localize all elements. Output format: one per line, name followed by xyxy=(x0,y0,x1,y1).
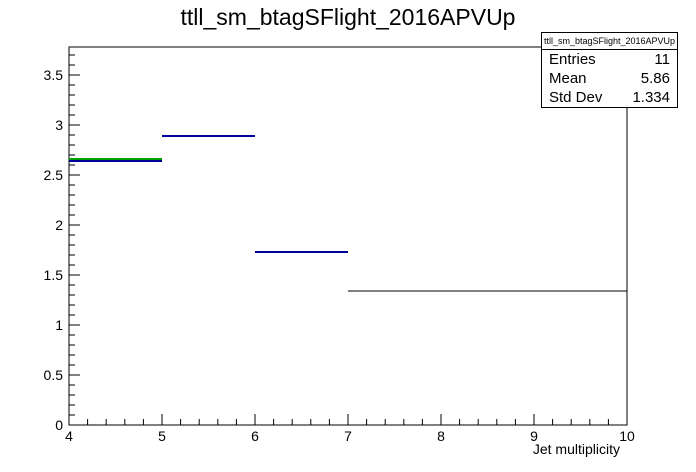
x-tick-label: 10 xyxy=(619,428,635,444)
x-tick-label: 6 xyxy=(251,428,259,444)
stats-label: Mean xyxy=(549,70,587,87)
stats-row-mean: Mean 5.86 xyxy=(542,69,677,88)
stats-box: ttll_sm_btagSFlight_2016APVUp Entries 11… xyxy=(541,32,678,108)
stats-box-title: ttll_sm_btagSFlight_2016APVUp xyxy=(542,33,677,50)
y-tick-label: 0 xyxy=(55,417,63,433)
stats-label: Std Dev xyxy=(549,89,603,106)
y-tick-label: 3.5 xyxy=(44,67,64,83)
x-axis-label: Jet multiplicity xyxy=(532,441,620,457)
x-tick-label: 7 xyxy=(344,428,352,444)
y-tick-label: 2.5 xyxy=(44,167,64,183)
y-tick-label: 0.5 xyxy=(44,367,64,383)
stats-label: Entries xyxy=(549,51,596,68)
x-tick-label: 9 xyxy=(530,428,538,444)
stats-value: 5.86 xyxy=(640,70,670,87)
stats-row-entries: Entries 11 xyxy=(542,50,677,69)
y-tick-label: 1 xyxy=(55,317,63,333)
stats-value: 11 xyxy=(654,51,670,68)
stats-value: 1.334 xyxy=(632,89,670,106)
stats-row-stddev: Std Dev 1.334 xyxy=(542,88,677,107)
y-tick-label: 1.5 xyxy=(44,267,64,283)
x-tick-label: 5 xyxy=(158,428,166,444)
chart-title: ttll_sm_btagSFlight_2016APVUp xyxy=(180,4,516,30)
y-tick-label: 2 xyxy=(55,217,63,233)
y-tick-label: 3 xyxy=(55,117,63,133)
x-tick-label: 4 xyxy=(65,428,73,444)
x-tick-label: 8 xyxy=(437,428,445,444)
